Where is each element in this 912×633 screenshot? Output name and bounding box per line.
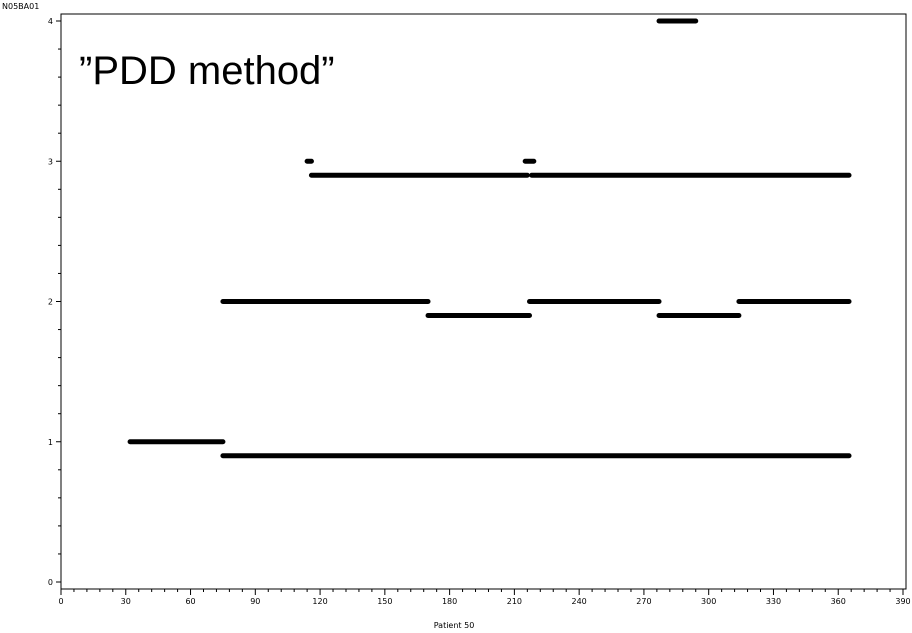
y-tick-label: 2 [48, 298, 53, 307]
x-tick-label: 300 [701, 597, 716, 606]
x-tick-label: 390 [895, 597, 910, 606]
x-tick-label: 60 [185, 597, 195, 606]
x-tick-label: 330 [766, 597, 781, 606]
x-axis-label: Patient 50 [434, 621, 475, 630]
y-tick-label: 1 [48, 438, 53, 447]
y-tick-label: 3 [48, 157, 53, 166]
y-tick-label: 0 [48, 578, 53, 587]
x-tick-label: 0 [58, 597, 63, 606]
x-axis: 0 30 60 90 120 150 180 210 240 270 300 330 360 390 [58, 589, 911, 606]
x-tick-label: 210 [507, 597, 522, 606]
x-tick-label: 150 [377, 597, 392, 606]
y-tick-label: 4 [48, 17, 53, 26]
corner-label: N05BA01 [2, 2, 39, 11]
x-tick-label: 240 [572, 597, 587, 606]
x-tick-label: 180 [442, 597, 457, 606]
x-tick-label: 30 [121, 597, 131, 606]
x-tick-label: 90 [250, 597, 260, 606]
x-tick-label: 120 [312, 597, 327, 606]
x-tick-label: 270 [636, 597, 651, 606]
x-tick-label: 360 [831, 597, 846, 606]
overlay-title: ”PDD method” [79, 49, 335, 93]
data-segments [127, 18, 852, 459]
y-axis: 0 1 2 3 4 [48, 17, 61, 587]
